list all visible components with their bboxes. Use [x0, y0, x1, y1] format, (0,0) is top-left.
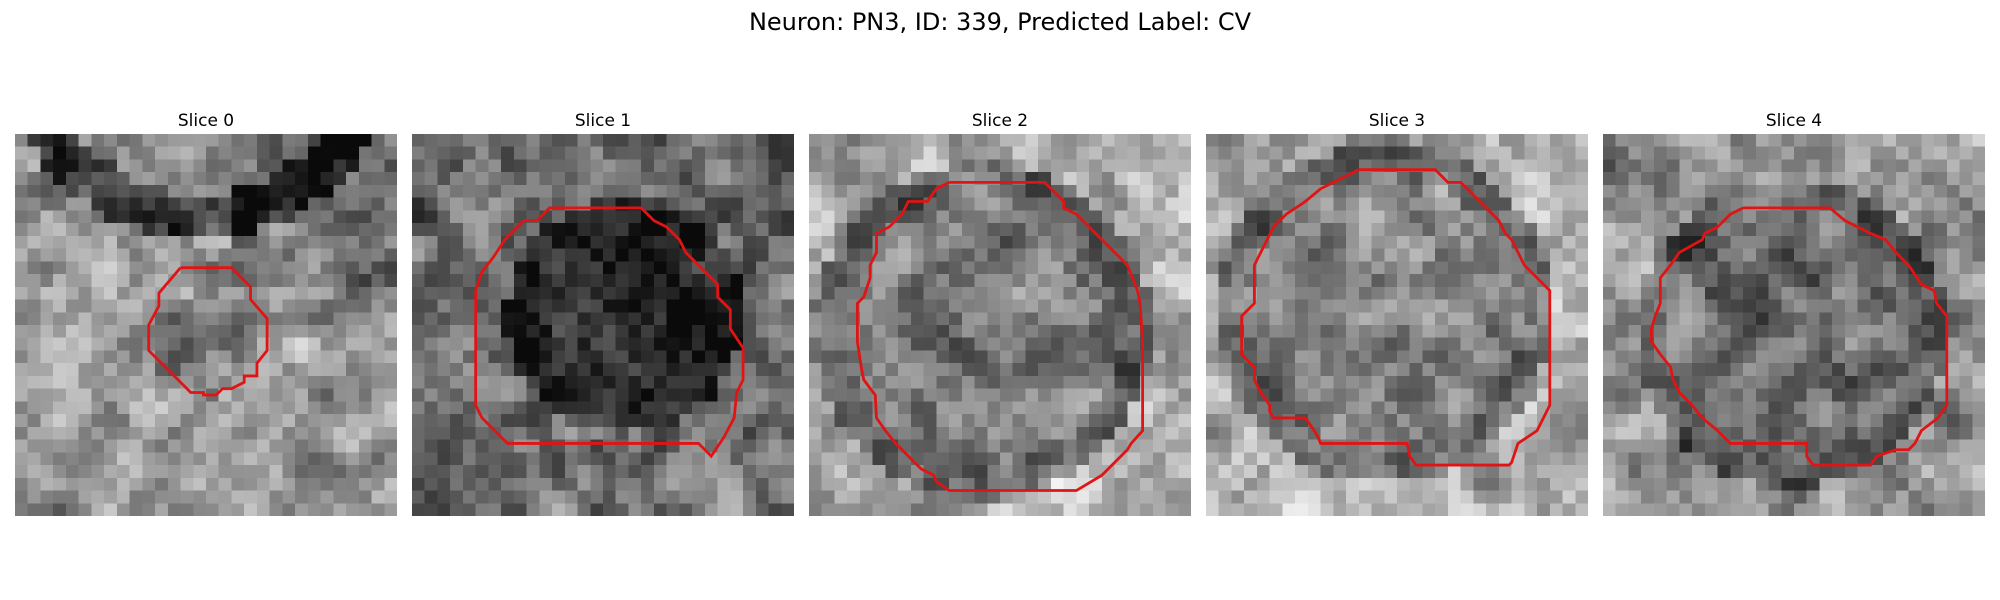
red-contour — [147, 266, 269, 397]
slice-panel-1: Slice 1 — [412, 110, 794, 516]
figure-title: Neuron: PN3, ID: 339, Predicted Label: C… — [748, 8, 1252, 36]
slice-panel-3: Slice 3 — [1206, 110, 1588, 516]
slice-title: Slice 3 — [1368, 111, 1426, 131]
slice-image — [15, 134, 397, 516]
slice-panel-0: Slice 0 — [15, 110, 397, 516]
grayscale-pixels — [809, 134, 1191, 516]
red-contour — [855, 180, 1145, 492]
slice-title: Slice 0 — [177, 111, 235, 131]
slice-image — [412, 134, 794, 516]
red-contour — [1649, 206, 1949, 467]
slice-title: Slice 4 — [1765, 111, 1823, 131]
slice-image — [809, 134, 1191, 516]
grayscale-pixels — [15, 134, 397, 516]
slice-title: Slice 2 — [971, 111, 1029, 131]
slice-title: Slice 1 — [574, 111, 632, 131]
grayscale-pixels — [412, 134, 794, 516]
slice-image — [1206, 134, 1588, 516]
grayscale-pixels — [1206, 134, 1588, 516]
red-contour — [474, 206, 745, 459]
grayscale-pixels — [1603, 134, 1985, 516]
slice-panel-2: Slice 2 — [809, 110, 1191, 516]
slice-image — [1603, 134, 1985, 516]
red-contour — [1240, 168, 1552, 467]
slice-panel-4: Slice 4 — [1603, 110, 1985, 516]
